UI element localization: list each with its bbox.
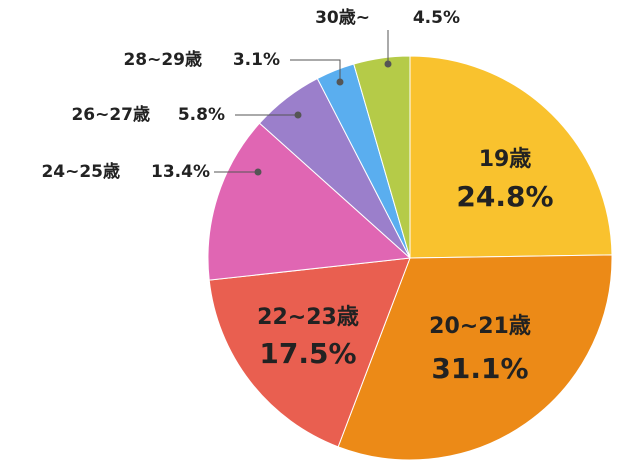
slice-category-label: 19歳 [479, 147, 532, 172]
pie-slice [337, 254, 613, 460]
slice-value-label: 5.8% [178, 105, 225, 125]
slice-value-label: 4.5% [413, 8, 460, 28]
slice-value-label: 13.4% [151, 162, 210, 182]
slice-category-label: 22~23歳 [257, 305, 359, 330]
pie-slice [409, 55, 613, 259]
pie-slice [207, 122, 412, 281]
pie-slice [208, 257, 411, 448]
pie-slice [353, 55, 411, 259]
slice-category-label: 30歳~ [315, 7, 370, 28]
slice-category-label: 26~27歳 [71, 104, 150, 125]
slice-value-label: 31.1% [431, 352, 528, 385]
slice-category-label: 28~29歳 [123, 49, 202, 70]
slice-category-label: 20~21歳 [429, 314, 531, 339]
slice-category-label: 24~25歳 [41, 161, 120, 182]
slice-value-label: 17.5% [259, 337, 356, 370]
leader-dot [254, 168, 262, 176]
slice-value-label: 3.1% [233, 50, 280, 70]
slice-value-label: 24.8% [456, 180, 553, 213]
leader-dot [336, 78, 344, 86]
leader-dot [294, 111, 302, 119]
leader-dot [384, 60, 392, 68]
leader-line [290, 59, 341, 82]
